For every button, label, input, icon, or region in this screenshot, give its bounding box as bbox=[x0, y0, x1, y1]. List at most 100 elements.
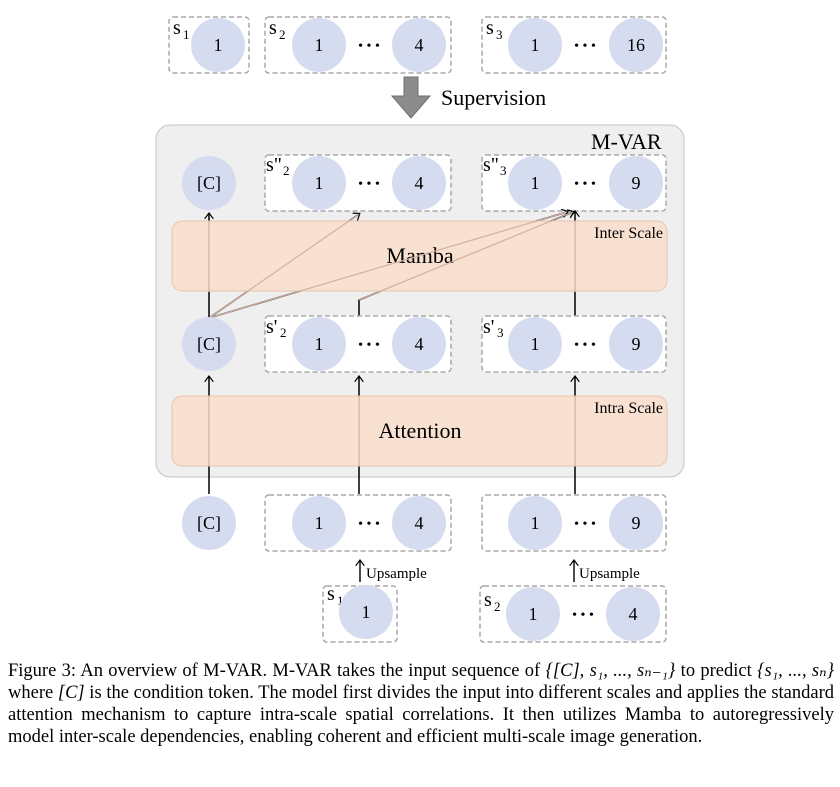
ellipsis: • • • bbox=[358, 517, 380, 532]
output-condition-token: [C] bbox=[182, 156, 236, 210]
token bbox=[392, 156, 446, 210]
top-group-s2: s 2 1 • • • 4 bbox=[264, 16, 452, 74]
ellipsis: • • • bbox=[358, 338, 380, 353]
inter-scale-label: Inter Scale bbox=[594, 225, 663, 242]
token bbox=[606, 587, 660, 641]
token-label: 4 bbox=[415, 334, 424, 354]
attention-label: Attention bbox=[378, 418, 461, 443]
upsample-label-1: Upsample bbox=[366, 566, 427, 582]
caption-text-2: to predict bbox=[675, 661, 758, 681]
token bbox=[392, 496, 446, 550]
intra-scale-label: Intra Scale bbox=[594, 400, 663, 417]
ellipsis: • • • bbox=[358, 39, 380, 54]
s3-subscript: 3 bbox=[496, 27, 503, 42]
token bbox=[392, 18, 446, 72]
ellipsis: • • • bbox=[574, 338, 596, 353]
middle-group-s3: s' 3 1 • • • 9 bbox=[481, 315, 667, 373]
upsample-label-2: Upsample bbox=[579, 566, 640, 582]
token bbox=[339, 585, 393, 639]
caption-text-4: is the condition token. The model first … bbox=[8, 683, 834, 747]
caption-math-output: {s₁, ..., sₙ} bbox=[757, 661, 835, 681]
input-group-3: 1 • • • 9 bbox=[481, 494, 667, 552]
s2-middle-label: s' bbox=[266, 316, 277, 338]
token bbox=[292, 18, 346, 72]
s3-middle-label: s' bbox=[483, 316, 494, 338]
bottom-group-s1: s 1 1 bbox=[322, 583, 398, 643]
token bbox=[609, 18, 663, 72]
token-label: 1 bbox=[531, 334, 540, 354]
ellipsis: • • • bbox=[574, 177, 596, 192]
s2-label: s bbox=[269, 17, 277, 39]
token-label: 1 bbox=[362, 602, 371, 622]
token-label: 4 bbox=[415, 513, 424, 533]
token bbox=[292, 156, 346, 210]
token bbox=[609, 496, 663, 550]
token bbox=[508, 317, 562, 371]
token bbox=[508, 18, 562, 72]
token bbox=[609, 317, 663, 371]
caption-math-input: {[C], s₁, ..., sₙ₋₁} bbox=[545, 661, 676, 681]
token bbox=[392, 317, 446, 371]
condition-label: [C] bbox=[197, 173, 221, 193]
token-label: 1 bbox=[315, 334, 324, 354]
s1-bottom-label: s bbox=[327, 583, 335, 605]
m-var-label: M-VAR bbox=[591, 129, 662, 154]
s1-bottom-subscript: 1 bbox=[337, 593, 344, 608]
ellipsis: • • • bbox=[358, 177, 380, 192]
mamba-internal-lines bbox=[208, 211, 576, 319]
s1-subscript: 1 bbox=[183, 27, 190, 42]
input-condition-token: [C] bbox=[182, 496, 236, 550]
s3-middle-subscript: 3 bbox=[497, 325, 504, 340]
token-label: 4 bbox=[415, 35, 424, 55]
m-var-panel bbox=[155, 124, 685, 478]
condition-label: [C] bbox=[197, 513, 221, 533]
figure-caption: Figure 3: An overview of M-VAR. M-VAR ta… bbox=[8, 660, 834, 748]
s2-output-label: s" bbox=[266, 154, 282, 176]
s2-subscript: 2 bbox=[279, 27, 286, 42]
s2-middle-subscript: 2 bbox=[280, 325, 287, 340]
token-label: 1 bbox=[531, 513, 540, 533]
token bbox=[292, 496, 346, 550]
token-label: 4 bbox=[629, 604, 638, 624]
middle-group-s2: s' 2 1 • • • 4 bbox=[264, 315, 452, 373]
token-label: 1 bbox=[214, 35, 223, 55]
token bbox=[508, 156, 562, 210]
top-group-s1: s 1 1 bbox=[168, 16, 250, 74]
m-var-diagram: s 1 1 s 2 1 • • • 4 s 3 1 • • • 16 Super… bbox=[155, 16, 685, 643]
ellipsis: • • • bbox=[574, 39, 596, 54]
token bbox=[506, 587, 560, 641]
attention-block: Attention Intra Scale bbox=[171, 395, 668, 467]
token-label: 9 bbox=[632, 513, 641, 533]
attention-internal-lines bbox=[208, 396, 576, 466]
upsample-arrows bbox=[360, 561, 574, 582]
caption-math-condition: [C] bbox=[57, 683, 85, 703]
token-label: 4 bbox=[415, 173, 424, 193]
bottom-group-s2: s 2 1 • • • 4 bbox=[479, 585, 667, 643]
caption-text-3: where bbox=[8, 683, 58, 703]
output-group-s3: s" 3 1 • • • 9 bbox=[481, 154, 667, 212]
s3-output-label: s" bbox=[483, 154, 499, 176]
token-label: 9 bbox=[632, 334, 641, 354]
token-label: 1 bbox=[529, 604, 538, 624]
supervision-label: Supervision bbox=[441, 85, 546, 110]
s3-output-subscript: 3 bbox=[500, 163, 507, 178]
ellipsis: • • • bbox=[572, 608, 594, 623]
token-label: 1 bbox=[531, 173, 540, 193]
token-label: 1 bbox=[315, 173, 324, 193]
s2-output-subscript: 2 bbox=[283, 163, 290, 178]
token-label: 1 bbox=[531, 35, 540, 55]
token-label: 9 bbox=[632, 173, 641, 193]
s3-label: s bbox=[486, 17, 494, 39]
token-label: 16 bbox=[627, 35, 645, 55]
s2-bottom-subscript: 2 bbox=[494, 599, 501, 614]
s1-label: s bbox=[173, 17, 181, 39]
input-group-2: 1 • • • 4 bbox=[264, 494, 452, 552]
s2-bottom-label: s bbox=[484, 589, 492, 611]
middle-condition-token: [C] bbox=[182, 317, 236, 371]
token bbox=[191, 18, 245, 72]
output-group-s2: s" 2 1 • • • 4 bbox=[264, 154, 452, 212]
condition-label: [C] bbox=[197, 334, 221, 354]
token bbox=[508, 496, 562, 550]
top-group-s3: s 3 1 • • • 16 bbox=[481, 16, 667, 74]
token bbox=[292, 317, 346, 371]
